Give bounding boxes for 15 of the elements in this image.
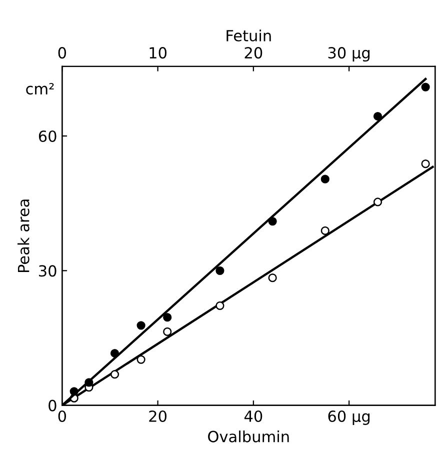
text: cm² (26, 83, 54, 95)
x2-tick-label: 0 (58, 47, 66, 59)
y-tick-label: 60 (38, 130, 56, 142)
y-tick-label: 30 (39, 265, 56, 277)
x-tick-label: 60 μg (328, 410, 370, 425)
y-tick-label: 0 (48, 400, 56, 412)
x-axis-title: Ovalbumin (208, 430, 289, 442)
x-tick-label: 0 (58, 410, 66, 422)
x-tick-label: 20 (149, 410, 166, 422)
y-axis-title: Peak area (18, 200, 30, 272)
x2-axis-title: Fetuin (226, 30, 271, 42)
x-tick-label: 40 (244, 410, 262, 422)
x2-tick-label: 10 (150, 47, 166, 59)
x2-tick-label: 20 (244, 47, 262, 59)
x2-tick-label: 30 μg (328, 47, 370, 62)
